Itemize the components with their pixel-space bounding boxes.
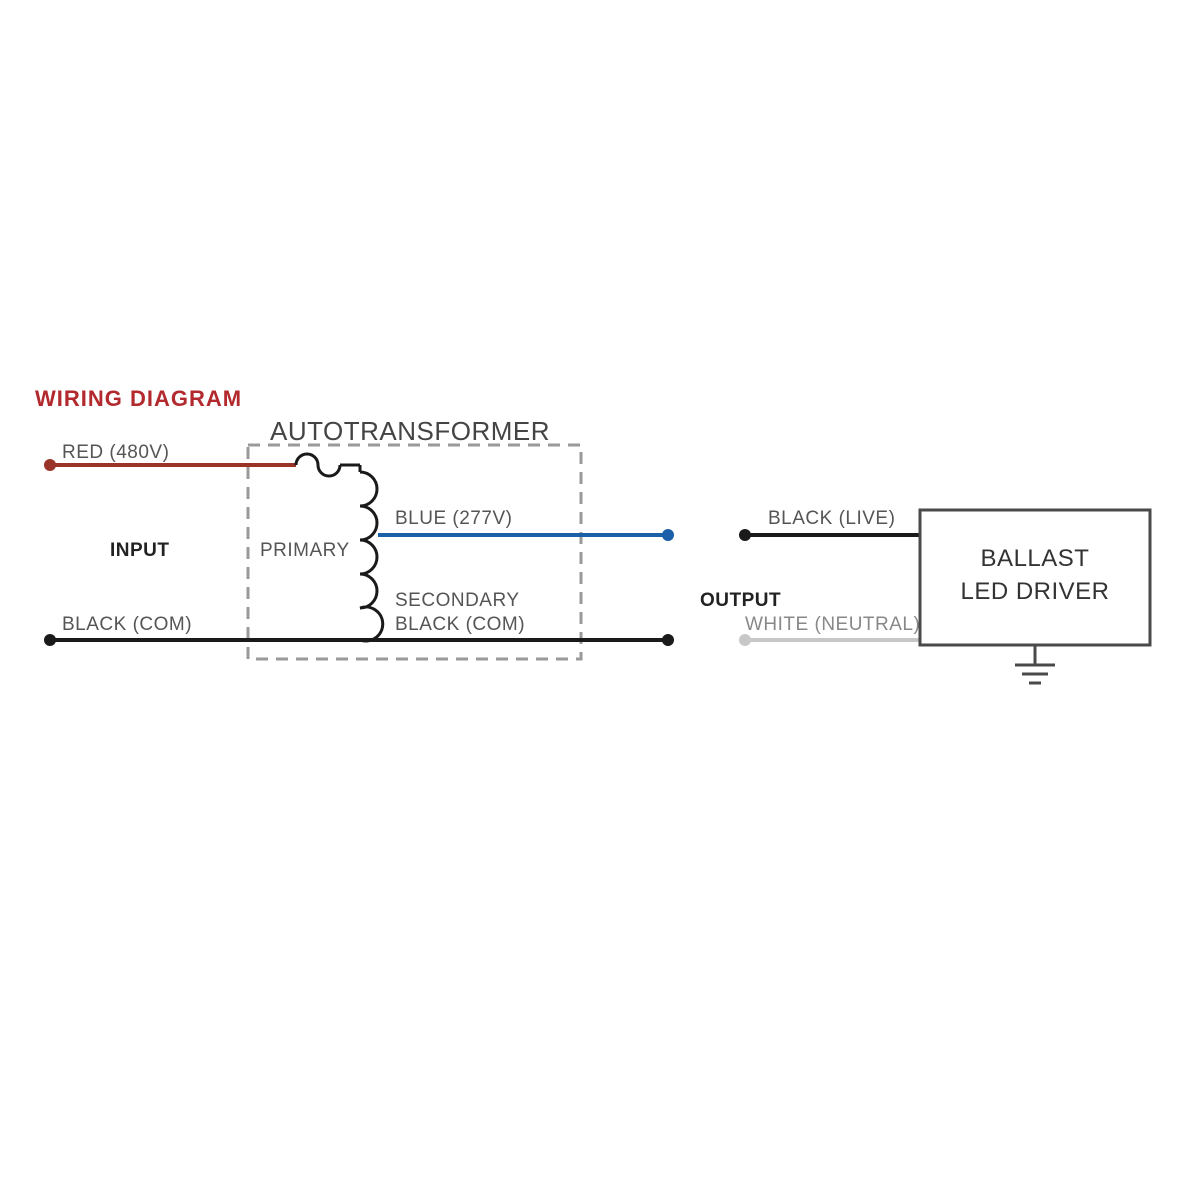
coil-icon [360, 465, 383, 641]
fuse-icon [296, 454, 340, 476]
wiring-svg [0, 0, 1200, 1200]
ground-icon [1015, 645, 1055, 683]
blue-wire-terminal [662, 529, 674, 541]
white-neutral-terminal [739, 634, 751, 646]
black-live-terminal [739, 529, 751, 541]
driver-box [920, 510, 1150, 645]
black-com-out-terminal [662, 634, 674, 646]
black-com-in-terminal [44, 634, 56, 646]
transformer-box [248, 445, 581, 659]
red-wire-terminal [44, 459, 56, 471]
